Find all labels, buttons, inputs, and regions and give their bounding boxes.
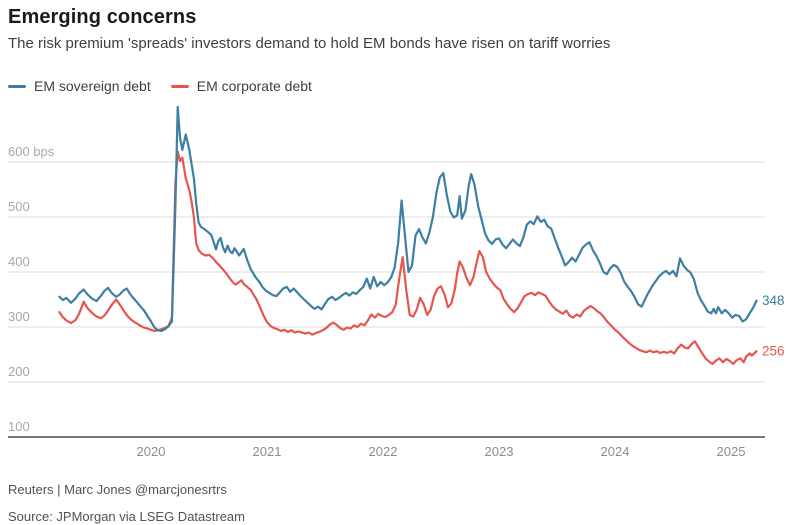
byline-credit: Reuters | Marc Jones @marcjonesrtrs (8, 482, 227, 497)
x-tick-label: 2025 (717, 444, 746, 459)
series-end-value-label: 348 (762, 293, 785, 308)
y-tick-label: 300 (8, 309, 30, 324)
x-tick-label: 2024 (601, 444, 630, 459)
chart-legend: EM sovereign debt EM corporate debt (8, 78, 312, 94)
y-tick-label: 400 (8, 254, 30, 269)
page-title: Emerging concerns (8, 6, 197, 28)
y-tick-label: 200 (8, 364, 30, 379)
x-tick-label: 2022 (369, 444, 398, 459)
chart-subtitle: The risk premium 'spreads' investors dem… (8, 35, 611, 52)
corporate-line-swatch-icon (170, 84, 189, 88)
y-tick-label: 600 bps (8, 144, 55, 159)
legend-label-sovereign: EM sovereign debt (34, 78, 151, 94)
x-tick-label: 2020 (137, 444, 166, 459)
x-tick-label: 2023 (485, 444, 514, 459)
y-tick-label: 100 (8, 419, 30, 434)
series-line-em-corporate-debt (58, 150, 758, 365)
legend-label-corporate: EM corporate debt (196, 78, 312, 94)
x-tick-label: 2021 (253, 444, 282, 459)
series-end-value-label: 256 (762, 344, 785, 359)
legend-item-corporate: EM corporate debt (170, 78, 312, 94)
y-tick-label: 500 (8, 199, 30, 214)
sovereign-line-swatch-icon (8, 84, 26, 88)
legend-item-sovereign: EM sovereign debt (8, 78, 151, 94)
series-line-em-sovereign-debt (58, 105, 758, 332)
source-note: Source: JPMorgan via LSEG Datastream (8, 509, 245, 524)
